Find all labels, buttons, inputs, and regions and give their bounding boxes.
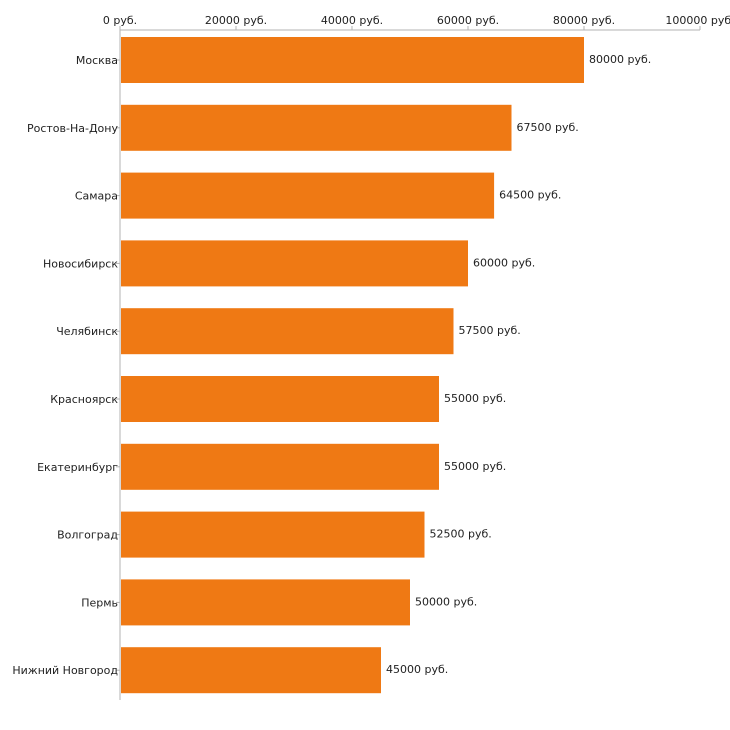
category-label: Пермь — [81, 596, 118, 609]
bar — [121, 579, 410, 626]
data-label: 55000 руб. — [444, 460, 506, 473]
bar — [121, 376, 439, 422]
x-tick-label: 20000 руб. — [205, 14, 267, 27]
data-label: 64500 руб. — [499, 189, 561, 202]
data-label: 57500 руб. — [459, 324, 521, 337]
category-label: Ростов-На-Дону — [27, 122, 118, 135]
x-tick-label: 0 руб. — [103, 14, 137, 27]
data-label: 52500 руб. — [430, 528, 492, 541]
category-label: Екатеринбург — [37, 461, 118, 474]
bar — [121, 511, 425, 558]
data-label: 67500 руб. — [517, 121, 579, 134]
bar — [121, 240, 468, 287]
bar — [121, 647, 381, 694]
bar — [121, 443, 439, 490]
category-label: Москва — [76, 54, 118, 67]
category-label: Челябинск — [56, 325, 118, 338]
data-label: 45000 руб. — [386, 663, 448, 676]
x-tick-label: 100000 руб. — [665, 14, 730, 27]
data-label: 50000 руб. — [415, 595, 477, 608]
category-label: Волгоград — [57, 529, 118, 542]
x-tick-label: 80000 руб. — [553, 14, 615, 27]
data-label: 80000 руб. — [589, 53, 651, 66]
x-tick-label: 40000 руб. — [321, 14, 383, 27]
category-label: Самара — [75, 190, 118, 203]
bar — [121, 37, 584, 83]
data-label: 55000 руб. — [444, 392, 506, 405]
bar — [121, 104, 512, 151]
bar — [121, 308, 454, 355]
bar — [121, 172, 495, 219]
category-label: Новосибирск — [43, 257, 118, 270]
category-label: Нижний Новгород — [12, 664, 118, 677]
x-tick-label: 60000 руб. — [437, 14, 499, 27]
data-label: 60000 руб. — [473, 256, 535, 269]
category-label: Красноярск — [50, 393, 118, 406]
